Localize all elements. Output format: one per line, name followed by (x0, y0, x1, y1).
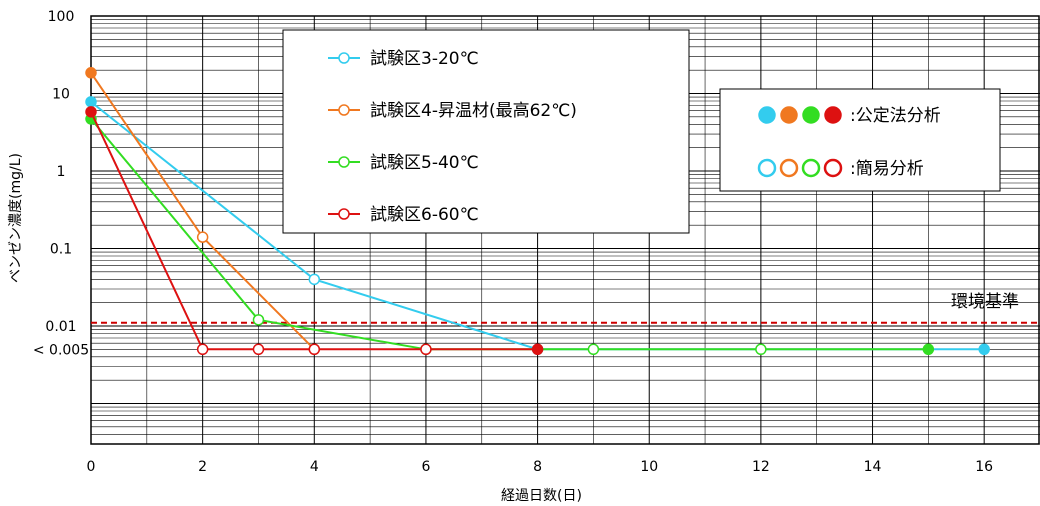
plot-frame (90, 15, 1040, 445)
data-point-open (587, 343, 600, 356)
x-tick-label: 12 (752, 459, 770, 475)
x-tick-label: 16 (975, 459, 993, 475)
data-point-open (420, 343, 432, 356)
legend-marker (338, 208, 350, 220)
data-point-open (308, 273, 321, 286)
data-point-filled (531, 343, 544, 356)
marker-note-open-dot (757, 158, 777, 178)
x-tick-label: 14 (864, 459, 882, 475)
data-point-open (252, 343, 265, 356)
data-point-filled (85, 67, 97, 79)
y-tick-label: < 0.005 (33, 342, 89, 358)
data-point-filled (85, 96, 97, 108)
series-group (85, 67, 990, 356)
legend-label: 試験区4-昇温材(最高62℃) (370, 101, 577, 121)
marker-note-open-label: :簡易分析 (850, 159, 924, 179)
marker-note-filled-dot (824, 106, 842, 124)
series-試験区6-60℃ (85, 106, 544, 356)
series-line (90, 111, 538, 351)
x-tick-label: 0 (87, 459, 96, 475)
marker-note-open-dot (823, 158, 843, 178)
legend-label: 試験区6-60℃ (370, 205, 479, 225)
axis-ticks: 0 2 4 6 8 10 12 14 16 100 10 1 0.1 0.01 < 0.005 (33, 9, 993, 475)
data-point-open (308, 343, 321, 356)
marker-note: :公定法分析 :簡易分析 (719, 88, 1001, 192)
data-point-filled (85, 106, 97, 118)
y-tick-label: 10 (52, 86, 70, 102)
x-tick-label: 6 (421, 459, 430, 475)
reference-line-group: 環境基準 (91, 292, 1040, 324)
x-tick-label: 4 (310, 459, 319, 475)
x-tick-label: 2 (198, 459, 207, 475)
y-tick-label: 0.01 (45, 319, 76, 335)
legend-marker (338, 156, 350, 168)
legend: 試験区3-20℃ 試験区4-昇温材(最高62℃) 試験区5-40℃ 試験区6-60℃ (282, 29, 690, 234)
data-point-filled (922, 343, 935, 356)
legend-label: 試験区3-20℃ (370, 49, 479, 69)
legend-label: 試験区5-40℃ (370, 153, 479, 173)
y-tick-label: 0.1 (50, 241, 72, 257)
legend-marker (338, 52, 350, 64)
x-tick-label: 10 (640, 459, 658, 475)
x-tick-label: 8 (533, 459, 542, 475)
marker-note-filled-dot (802, 106, 820, 124)
data-point-open (196, 343, 209, 356)
y-axis-title: ベンゼン濃度(mg/L) (8, 153, 24, 283)
data-point-open (196, 231, 209, 243)
data-point-open (252, 314, 265, 326)
data-point-filled (978, 343, 990, 356)
y-tick-label: 1 (57, 164, 66, 180)
marker-note-filled-label: :公定法分析 (850, 106, 941, 126)
legend-box (282, 29, 690, 234)
marker-note-open-dot (779, 158, 799, 178)
y-tick-label: 100 (48, 9, 75, 25)
data-point-open (755, 343, 767, 356)
reference-line-label: 環境基準 (951, 292, 1019, 312)
legend-marker (338, 104, 350, 116)
marker-note-filled-dot (758, 106, 776, 124)
x-axis-title: 経過日数(日) (501, 488, 582, 504)
marker-note-open-dot (801, 158, 821, 178)
marker-note-filled-dot (780, 106, 798, 124)
